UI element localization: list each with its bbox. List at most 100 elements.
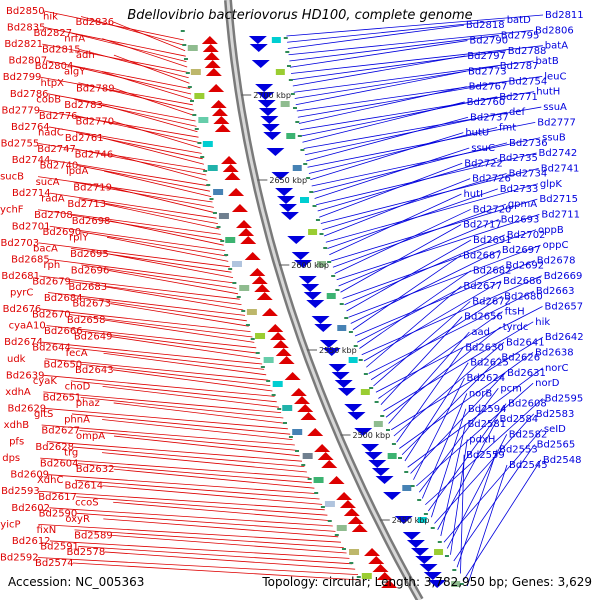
annotation-block	[326, 293, 336, 299]
gene-label-forward: Bd2589	[74, 530, 113, 541]
outer-track-mark	[266, 380, 271, 382]
gene-label-reverse: norB	[469, 388, 493, 399]
left-label-connector	[49, 540, 350, 559]
gene-label-reverse: hutH	[536, 87, 560, 98]
reverse-gene-arrow	[255, 84, 274, 92]
forward-gene-arrow	[251, 276, 268, 284]
kbp-tick-label: 2550 kbp	[319, 346, 357, 355]
left-label-connector	[49, 507, 333, 527]
left-label-connector	[40, 308, 251, 332]
gene-label-forward: Bd2783	[64, 100, 103, 111]
gene-label-reverse: Bd2767	[469, 82, 508, 93]
right-label-connector	[291, 50, 506, 81]
gene-label-reverse: Bd2584	[500, 414, 539, 425]
gene-label-reverse: Bd2795	[501, 30, 540, 41]
left-label-connector	[109, 220, 224, 246]
gene-label-forward: Bd2670	[32, 310, 71, 321]
right-label-connector	[293, 60, 534, 93]
left-label-connector	[47, 441, 303, 462]
annotation-block	[271, 37, 281, 43]
gene-label-forward: Bd2651	[43, 392, 82, 403]
gene-label-forward: Bd2713	[67, 199, 106, 210]
gene-label-reverse: Bd2642	[545, 332, 584, 343]
left-label-connector	[39, 490, 325, 511]
gene-label-forward: Bd2578	[67, 547, 106, 558]
gene-label-forward: sucA	[36, 177, 60, 188]
right-label-connector	[348, 244, 541, 318]
left-label-connector	[38, 143, 206, 170]
right-label-connector	[368, 290, 535, 374]
left-label-connector	[40, 457, 310, 478]
outer-track-mark	[334, 534, 339, 536]
left-label-connector	[77, 463, 312, 484]
outer-track-mark	[374, 401, 379, 403]
gene-label-forward: Bd2649	[74, 332, 113, 343]
annotation-block	[324, 501, 335, 507]
reverse-gene-arrow	[293, 260, 312, 268]
annotation-block	[213, 189, 224, 195]
gene-label-reverse: Bd2742	[539, 148, 578, 159]
left-label-connector	[113, 54, 190, 84]
annotation-block	[387, 453, 397, 459]
outer-track-mark	[245, 324, 250, 326]
reverse-gene-arrow	[423, 572, 442, 580]
left-label-connector	[42, 341, 263, 365]
gene-label-forward: Bd2673	[72, 299, 111, 310]
gene-label-reverse: Bd2777	[537, 117, 576, 128]
forward-gene-arrow	[372, 564, 389, 572]
gene-label-reverse: Bd2811	[545, 10, 584, 21]
gene-label-reverse: Bd2625	[470, 358, 509, 369]
right-label-connector	[301, 96, 498, 137]
outer-track-mark	[228, 268, 233, 270]
left-label-connector	[78, 546, 353, 565]
reverse-gene-arrow	[344, 404, 363, 412]
gene-label-reverse: batA	[545, 41, 568, 52]
right-label-connector	[346, 239, 472, 312]
reverse-gene-arrow	[277, 196, 295, 204]
left-label-connector	[76, 496, 328, 516]
gene-label-reverse: Bd2608	[508, 399, 547, 410]
outer-track-mark	[180, 30, 185, 32]
annotation-block	[218, 213, 229, 219]
gene-label-reverse: Bd2545	[509, 460, 548, 471]
reverse-gene-arrow	[364, 452, 383, 460]
right-label-connector	[407, 367, 544, 468]
left-label-connector	[46, 60, 191, 89]
gene-label-forward: Bd2674	[4, 337, 43, 348]
reverse-gene-arrow	[428, 580, 447, 588]
left-label-connector	[70, 281, 242, 305]
gene-label-reverse: Bd2711	[541, 209, 580, 220]
outer-track-mark	[356, 576, 361, 578]
left-label-connector	[72, 65, 192, 95]
gene-label-reverse: ssuA	[543, 102, 567, 113]
left-label-connector	[102, 38, 188, 68]
annotation-block	[286, 133, 296, 139]
gene-label-reverse: Bd2631	[507, 368, 546, 379]
right-label-connector	[383, 321, 534, 412]
kbp-tick-label: 2650 kbp	[269, 176, 307, 185]
annotation-block	[225, 237, 236, 243]
reverse-gene-arrow	[278, 204, 297, 212]
reverse-gene-arrow	[248, 36, 267, 44]
right-label-connector	[336, 214, 540, 281]
outer-track-mark	[314, 492, 319, 494]
gene-label-forward: Bd2799	[3, 72, 42, 83]
gene-label-reverse: ssuC	[471, 143, 495, 154]
reverse-gene-arrow	[402, 532, 421, 540]
annotation-block	[417, 517, 427, 523]
gene-label-reverse: Bd2720	[473, 204, 512, 215]
reverse-gene-arrow	[287, 236, 306, 244]
outer-track-mark	[192, 114, 197, 116]
gene-label-forward: Bd2786	[10, 89, 49, 100]
left-label-connector	[113, 435, 300, 457]
gene-label-reverse: Bd2726	[472, 174, 511, 185]
outer-track-mark	[307, 478, 312, 480]
outer-track-mark	[323, 247, 328, 249]
reverse-gene-arrow	[371, 468, 390, 476]
reverse-gene-arrow	[331, 372, 350, 380]
left-label-connector	[113, 21, 186, 52]
gene-label-reverse: Bd2717	[463, 220, 502, 231]
right-label-connector	[327, 188, 498, 249]
gene-label-forward: choD	[65, 381, 91, 392]
forward-gene-arrow	[297, 404, 314, 412]
